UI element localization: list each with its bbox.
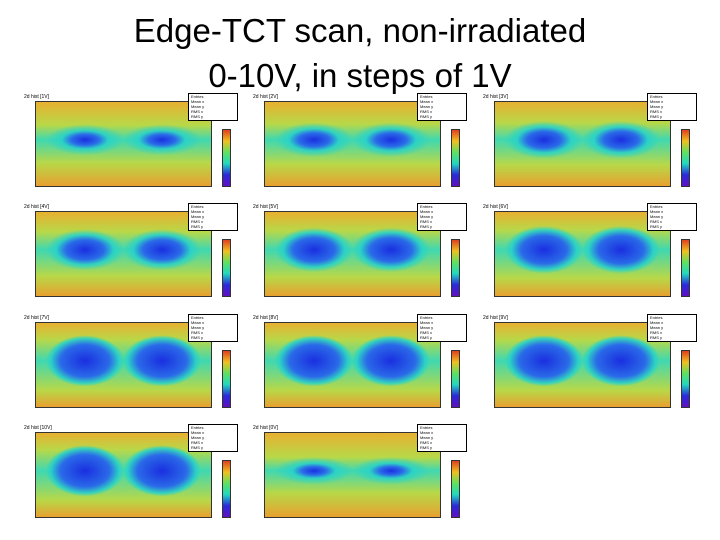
heatmap-panel: 2d hist [8V] Entries Mean x Mean y RMS x RMS …: [251, 314, 469, 410]
color-scale-bar: [222, 129, 231, 187]
color-scale-bar: [451, 350, 460, 408]
panel-label: 2d hist [2V]: [253, 94, 279, 100]
panel-label: 2d hist [9V]: [483, 315, 509, 321]
panel-label: 2d hist [4V]: [24, 204, 50, 210]
slide-title-line-1: Edge-TCT scan, non-irradiated: [133, 12, 587, 49]
heatmap-plot: [494, 101, 671, 187]
color-scale-bar: [222, 460, 231, 518]
heatmap-plot: [264, 432, 441, 518]
panel-label: 2d hist [10V]: [24, 425, 52, 431]
heatmap-plot: [264, 322, 441, 408]
heatmap-panel: 2d hist [5V] Entries Mean x Mean y RMS x RMS …: [251, 203, 469, 299]
color-scale-bar: [681, 239, 690, 297]
panel-label: 2d hist [5V]: [253, 204, 279, 210]
heatmap-panel: 2d hist [10V] Entries Mean x Mean y RMS x RMS…: [22, 424, 240, 520]
stats-box: Entries Mean x Mean y RMS x RMS y: [647, 314, 697, 342]
heatmap-plot: [264, 211, 441, 297]
stats-box: Entries Mean x Mean y RMS x RMS y: [188, 424, 238, 452]
heatmap-panel: 2d hist [1V] Entries Mean x Mean y RMS x RMS …: [22, 93, 240, 189]
color-scale-bar: [222, 239, 231, 297]
heatmap-panel: 2d hist [0V] Entries Mean x Mean y RMS x RMS …: [251, 424, 469, 520]
heatmap-plot: [494, 322, 671, 408]
stats-box: Entries Mean x Mean y RMS x RMS y: [417, 93, 467, 121]
stats-box: Entries Mean x Mean y RMS x RMS y: [188, 203, 238, 231]
heatmap-panel: 2d hist [4V] Entries Mean x Mean y RMS x RMS …: [22, 203, 240, 299]
heatmap-plot: [494, 211, 671, 297]
stats-box: Entries Mean x Mean y RMS x RMS y: [647, 93, 697, 121]
heatmap-panel: 2d hist [3V] Entries Mean x Mean y RMS x RMS …: [481, 93, 699, 189]
panel-label: 2d hist [7V]: [24, 315, 50, 321]
color-scale-bar: [451, 239, 460, 297]
heatmap-panel: 2d hist [6V] Entries Mean x Mean y RMS x RMS …: [481, 203, 699, 299]
heatmap-plot: [35, 432, 212, 518]
heatmap-plot: [35, 101, 212, 187]
heatmap-panel: 2d hist [7V] Entries Mean x Mean y RMS x RMS …: [22, 314, 240, 410]
color-scale-bar: [681, 350, 690, 408]
stats-box: Entries Mean x Mean y RMS x RMS y: [417, 314, 467, 342]
panel-label: 2d hist [8V]: [253, 315, 279, 321]
stats-box: Entries Mean x Mean y RMS x RMS y: [417, 203, 467, 231]
panel-label: 2d hist [1V]: [24, 94, 50, 100]
heatmap-plot: [35, 211, 212, 297]
stats-box: Entries Mean x Mean y RMS x RMS y: [188, 314, 238, 342]
color-scale-bar: [222, 350, 231, 408]
slide-title-line-2: 0-10V, in steps of 1V: [208, 57, 512, 94]
stats-box: Entries Mean x Mean y RMS x RMS y: [647, 203, 697, 231]
heatmap-plot: [264, 101, 441, 187]
panel-label: 2d hist [3V]: [483, 94, 509, 100]
color-scale-bar: [451, 460, 460, 518]
heatmap-panel: 2d hist [9V] Entries Mean x Mean y RMS x RMS …: [481, 314, 699, 410]
heatmap-plot: [35, 322, 212, 408]
heatmap-panel: 2d hist [2V] Entries Mean x Mean y RMS x RMS …: [251, 93, 469, 189]
panel-label: 2d hist [0V]: [253, 425, 279, 431]
stats-box: Entries Mean x Mean y RMS x RMS y: [188, 93, 238, 121]
color-scale-bar: [451, 129, 460, 187]
panel-label: 2d hist [6V]: [483, 204, 509, 210]
stats-box: Entries Mean x Mean y RMS x RMS y: [417, 424, 467, 452]
color-scale-bar: [681, 129, 690, 187]
